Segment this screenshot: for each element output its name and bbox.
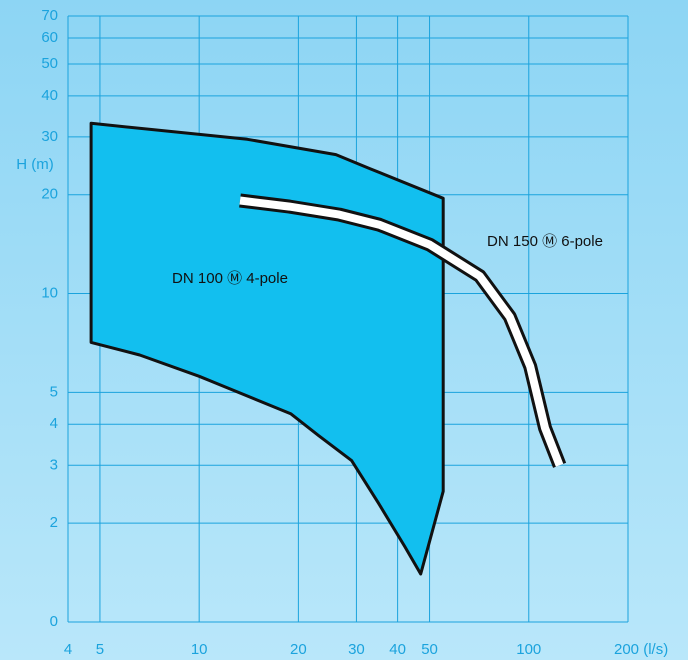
x-tick-label: 5 [96, 641, 104, 658]
y-tick-label: 40 [41, 87, 58, 104]
x-tick-label: 50 [421, 641, 438, 658]
y-tick-label: 0 [50, 613, 58, 630]
y-tick-label: 4 [50, 415, 58, 432]
y-tick-label: 3 [50, 456, 58, 473]
x-tick-label: 100 [516, 641, 541, 658]
x-tick-label: 200 (l/s) [614, 641, 668, 658]
band [239, 196, 564, 467]
region-label: DN 150 Ⓜ 6-pole [487, 233, 603, 250]
y-tick-label: 60 [41, 29, 58, 46]
y-tick-label: 50 [41, 55, 58, 72]
x-tick-label: 40 [389, 641, 406, 658]
x-tick-label: 30 [348, 641, 365, 658]
x-tick-label: 20 [290, 641, 307, 658]
y-tick-label: 2 [50, 514, 58, 531]
y-tick-label: 30 [41, 128, 58, 145]
y-tick-label: 5 [50, 383, 58, 400]
x-tick-label: 4 [64, 641, 72, 658]
region [89, 121, 445, 576]
y-axis-label: H (m) [16, 156, 54, 173]
region-label: DN 100 Ⓜ 4-pole [172, 270, 288, 287]
y-tick-label: 70 [41, 7, 58, 24]
y-tick-label: 10 [41, 285, 58, 302]
y-tick-label: 20 [41, 186, 58, 203]
x-tick-label: 10 [191, 641, 208, 658]
